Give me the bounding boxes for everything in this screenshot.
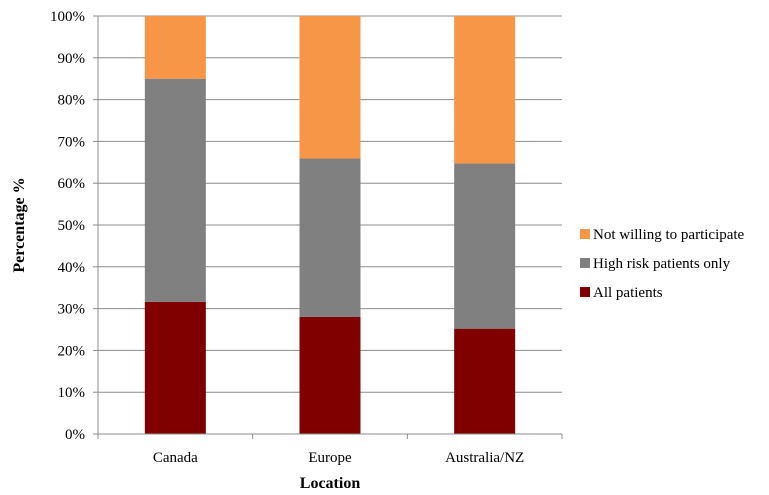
legend: Not willing to participate High risk pati… xyxy=(580,227,745,301)
y-tick-label: 60% xyxy=(58,176,86,192)
y-tick-label: 30% xyxy=(58,302,86,318)
y-tick-label: 80% xyxy=(58,93,86,109)
x-axis-title: Location xyxy=(300,475,361,492)
bar-segment xyxy=(299,158,361,317)
y-tick-label: 10% xyxy=(58,385,86,401)
x-tick-label: Australia/NZ xyxy=(445,450,524,466)
bar-segment xyxy=(144,78,206,302)
bar-segment xyxy=(144,301,206,434)
bar-segment xyxy=(299,16,361,159)
bar-segment xyxy=(454,163,516,329)
legend-label: Not willing to participate xyxy=(593,227,745,243)
bar-segment xyxy=(454,16,516,164)
bar-segment xyxy=(144,16,206,79)
bar-segment xyxy=(299,316,361,434)
axes xyxy=(97,16,563,439)
x-tick-label: Canada xyxy=(153,450,198,466)
y-axis-title: Percentage % xyxy=(11,177,28,272)
legend-swatch xyxy=(580,287,590,297)
legend-swatch xyxy=(580,258,590,268)
y-tick-label: 70% xyxy=(58,134,86,150)
y-tick-labels: 0% 10% 20% 30% 40% 50% 60% 70% 80% 90% 100% xyxy=(50,9,85,443)
legend-swatch xyxy=(580,229,590,239)
legend-label: All patients xyxy=(593,285,663,301)
y-tick-label: 50% xyxy=(58,218,86,234)
legend-label: High risk patients only xyxy=(593,256,731,272)
x-tick-labels: Canada Europe Australia/NZ xyxy=(153,450,524,466)
y-tick-label: 100% xyxy=(50,9,85,25)
y-tick-label: 0% xyxy=(65,427,85,443)
bar-segment xyxy=(454,328,516,434)
y-tick-label: 90% xyxy=(58,51,86,67)
y-tick-label: 40% xyxy=(58,260,86,276)
x-tick-label: Europe xyxy=(308,450,352,466)
bars xyxy=(144,16,516,434)
y-tick-label: 20% xyxy=(58,343,86,359)
